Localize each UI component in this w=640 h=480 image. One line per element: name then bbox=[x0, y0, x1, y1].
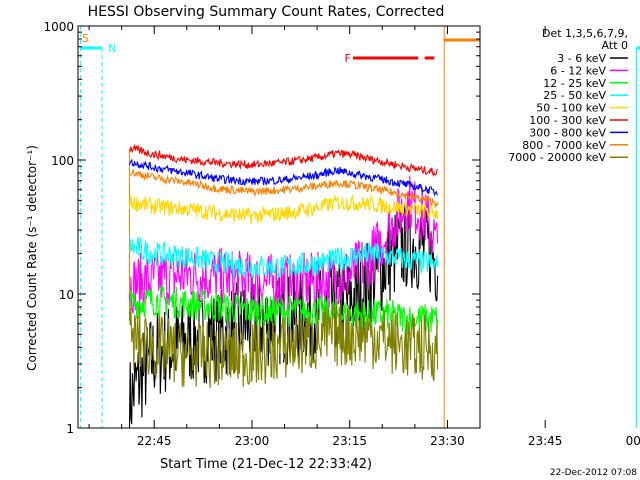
marker-label-n: N bbox=[108, 42, 116, 55]
legend-entry-label: 3 - 6 keV bbox=[557, 52, 606, 65]
legend-entry-label: 12 - 25 keV bbox=[543, 77, 606, 90]
series-line-4 bbox=[128, 194, 439, 225]
marker-label-f: F bbox=[344, 52, 350, 65]
legend-entry-label: 25 - 50 keV bbox=[543, 89, 606, 102]
chart-title: HESSI Observing Summary Count Rates, Cor… bbox=[88, 4, 445, 20]
timestamp: 22-Dec-2012 07:08 bbox=[550, 468, 637, 478]
legend-entry-label: 7000 - 20000 keV bbox=[508, 151, 606, 164]
y-tick-label: 10 bbox=[59, 288, 74, 302]
legend-entry-label: 300 - 800 keV bbox=[529, 126, 606, 139]
series-line-7 bbox=[129, 169, 439, 209]
x-tick-label: 00:00 bbox=[626, 434, 640, 448]
legend-entry-label: 6 - 12 keV bbox=[550, 64, 606, 77]
legend-title-line: Att 0 bbox=[602, 39, 628, 52]
x-tick-label: 23:15 bbox=[332, 434, 367, 448]
y-tick-label: 1000 bbox=[43, 20, 74, 34]
x-tick-label: 23:30 bbox=[430, 434, 465, 448]
series-line-5 bbox=[129, 143, 439, 178]
legend-entry-label: 800 - 7000 keV bbox=[522, 139, 606, 152]
series-line-8 bbox=[128, 302, 439, 388]
series-line-2 bbox=[128, 285, 439, 335]
x-tick-label: 23:45 bbox=[528, 434, 563, 448]
x-tick-label: 22:45 bbox=[137, 434, 172, 448]
legend-entry-label: 100 - 300 keV bbox=[529, 114, 606, 127]
series-line-3 bbox=[128, 236, 439, 279]
x-axis-label: Start Time (21-Dec-12 22:33:42) bbox=[160, 457, 372, 472]
x-tick-label: 23:00 bbox=[235, 434, 270, 448]
plot-frame bbox=[77, 25, 481, 429]
legend-title-line: Det 1,3,5,6,7,9, bbox=[542, 27, 628, 40]
y-axis-label: Corrected Count Rate (s⁻¹ detector⁻¹) bbox=[25, 145, 39, 371]
legend-entry-label: 50 - 100 keV bbox=[536, 102, 606, 115]
y-tick-label: 1 bbox=[66, 422, 74, 436]
series-line-6 bbox=[128, 159, 439, 197]
plot-area: S N F bbox=[80, 26, 640, 429]
marker-label-s: S bbox=[82, 32, 89, 45]
y-tick-label: 100 bbox=[51, 154, 74, 168]
axes: 1 10 100 1000 22:45 23:00 23:15 23:30 23:45 00:00 bbox=[43, 20, 640, 448]
